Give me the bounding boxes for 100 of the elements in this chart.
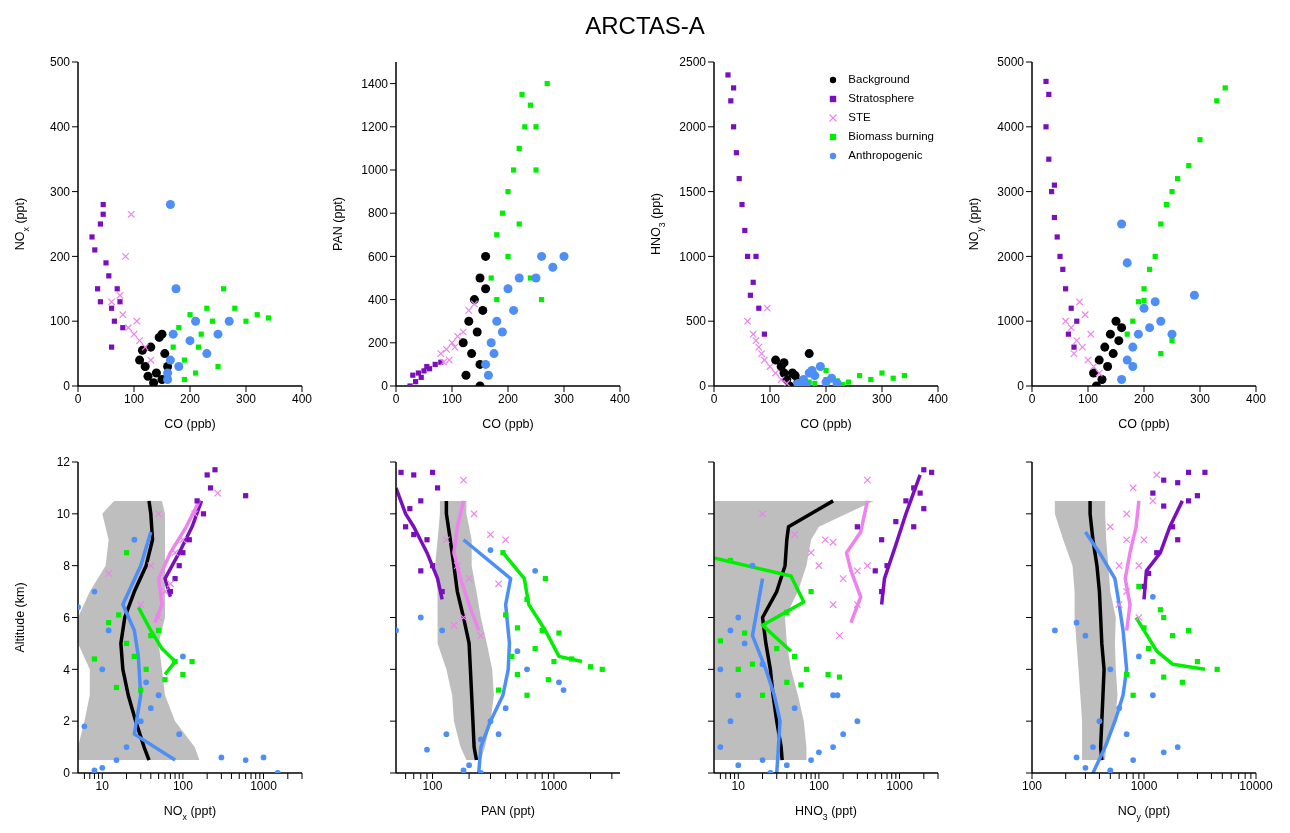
y-tick-label: 100 bbox=[49, 314, 71, 329]
point bbox=[1087, 330, 1095, 338]
point bbox=[1075, 297, 1084, 306]
point bbox=[464, 316, 474, 326]
x-tick-label: 0 bbox=[1028, 391, 1036, 406]
point bbox=[531, 273, 541, 283]
point bbox=[879, 370, 885, 376]
x-axis-title: CO (ppb) bbox=[1118, 417, 1170, 431]
legend-label: Biomass burning bbox=[848, 129, 934, 144]
y-tick-label: 0 bbox=[699, 379, 707, 394]
point bbox=[254, 312, 260, 318]
point bbox=[174, 362, 184, 372]
point bbox=[111, 318, 117, 324]
point bbox=[221, 286, 227, 292]
point bbox=[191, 316, 201, 326]
point bbox=[747, 292, 753, 298]
point bbox=[204, 305, 210, 311]
point bbox=[124, 323, 133, 332]
point bbox=[1105, 329, 1115, 339]
point bbox=[1150, 297, 1160, 307]
y-tick-label: 4 bbox=[63, 662, 71, 677]
point bbox=[777, 375, 785, 384]
point bbox=[753, 253, 759, 259]
point bbox=[1081, 310, 1089, 319]
point bbox=[1043, 78, 1049, 85]
point bbox=[857, 373, 863, 379]
point bbox=[492, 316, 502, 326]
point bbox=[1084, 356, 1092, 364]
point bbox=[901, 373, 907, 379]
x-tick-label: 100 bbox=[759, 391, 781, 406]
point bbox=[243, 318, 249, 324]
y-tick-label: 2 bbox=[63, 714, 71, 729]
y-tick-label: 200 bbox=[367, 336, 389, 351]
point bbox=[119, 310, 127, 319]
point bbox=[1070, 349, 1078, 358]
point bbox=[1167, 329, 1177, 339]
point bbox=[1071, 344, 1077, 350]
x-tick-label: 300 bbox=[235, 391, 257, 406]
point bbox=[421, 368, 427, 374]
point bbox=[265, 315, 271, 321]
point bbox=[1111, 316, 1121, 326]
point bbox=[97, 221, 103, 227]
point bbox=[1117, 323, 1127, 333]
y-tick-label: 2500 bbox=[679, 55, 707, 70]
point bbox=[1051, 214, 1057, 221]
point bbox=[745, 253, 751, 259]
point bbox=[147, 356, 155, 364]
x-tick-label: 100 bbox=[808, 778, 830, 793]
y-tick-label: 4000 bbox=[997, 120, 1025, 135]
point bbox=[453, 332, 462, 341]
point bbox=[415, 370, 421, 376]
point bbox=[1130, 318, 1136, 324]
point bbox=[89, 234, 95, 240]
point bbox=[519, 91, 525, 97]
point bbox=[488, 275, 494, 281]
point bbox=[1133, 329, 1143, 339]
point bbox=[1097, 375, 1107, 385]
point bbox=[215, 363, 221, 370]
y-tick-label: 800 bbox=[367, 206, 389, 221]
y-tick-label: 0 bbox=[63, 379, 71, 394]
point bbox=[845, 379, 851, 385]
point bbox=[1135, 299, 1141, 305]
point bbox=[1122, 355, 1132, 365]
point bbox=[168, 329, 178, 339]
point bbox=[481, 251, 491, 261]
point bbox=[103, 260, 109, 266]
point bbox=[198, 331, 204, 337]
point bbox=[130, 330, 138, 338]
point bbox=[736, 176, 742, 182]
point bbox=[181, 357, 187, 363]
point bbox=[503, 284, 513, 294]
point bbox=[97, 299, 103, 305]
point bbox=[533, 167, 539, 173]
y-tick-label: 12 bbox=[56, 455, 71, 470]
x-tick-label: 200 bbox=[815, 391, 837, 406]
y-tick-label: 500 bbox=[49, 55, 71, 70]
point bbox=[486, 338, 496, 348]
point bbox=[494, 297, 500, 303]
point bbox=[1089, 362, 1098, 371]
point bbox=[516, 145, 522, 151]
point bbox=[1078, 343, 1087, 351]
y-tick-label: 500 bbox=[685, 314, 707, 329]
y-tick-label: 0 bbox=[63, 766, 71, 781]
point bbox=[1169, 189, 1175, 195]
point bbox=[92, 247, 98, 253]
point bbox=[1046, 91, 1052, 97]
x-tick-label: 100 bbox=[1077, 391, 1099, 406]
point bbox=[143, 371, 153, 381]
x-axis-title: CO (ppb) bbox=[482, 417, 534, 431]
point bbox=[171, 284, 181, 294]
point bbox=[1175, 176, 1181, 182]
point bbox=[121, 252, 130, 261]
point bbox=[742, 227, 748, 234]
point bbox=[1214, 98, 1220, 104]
point bbox=[761, 331, 767, 337]
point bbox=[107, 297, 116, 306]
x-tick-label: 400 bbox=[291, 391, 313, 406]
point bbox=[1114, 336, 1124, 346]
point bbox=[448, 339, 456, 347]
point bbox=[505, 253, 511, 259]
